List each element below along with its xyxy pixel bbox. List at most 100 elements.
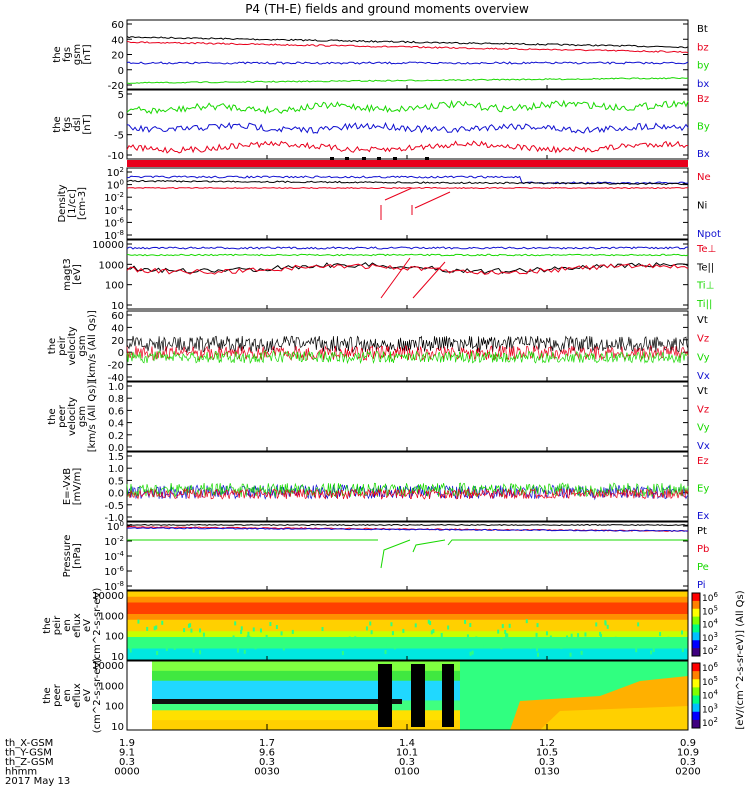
spectrogram-cell bbox=[354, 636, 357, 641]
spectrogram-cell bbox=[247, 631, 250, 636]
footer-row-label: hhmm bbox=[5, 767, 37, 778]
data-trace bbox=[126, 482, 689, 499]
spectrogram-cell bbox=[535, 632, 538, 637]
plot-title: P4 (TH-E) fields and ground moments over… bbox=[245, 2, 529, 16]
data-trace bbox=[126, 186, 688, 190]
spectrogram-cell bbox=[155, 625, 158, 630]
spectrogram-cell bbox=[560, 644, 563, 649]
y-tick-label: -10 bbox=[108, 151, 124, 162]
footer-value: 10.5 bbox=[536, 748, 558, 759]
panel-2: 5 0 -5 -10 thefgsdsl[nT] Bz By Bx bbox=[52, 89, 710, 162]
legend-entry: bz bbox=[697, 42, 709, 53]
spectrogram-cell bbox=[370, 630, 373, 635]
spectrogram-cell bbox=[652, 648, 655, 653]
flag-mark bbox=[393, 157, 397, 160]
spectrogram-cell bbox=[434, 641, 437, 646]
legend-entry: Npot bbox=[697, 229, 721, 240]
colorbar-segment bbox=[692, 593, 700, 602]
spectrogram-cell bbox=[246, 635, 249, 640]
spectrogram-cell bbox=[402, 628, 405, 633]
spectrogram-cell bbox=[187, 623, 190, 628]
colorbar-segment bbox=[692, 616, 700, 625]
y-tick-label: 0 bbox=[118, 348, 124, 359]
spectrogram-cell bbox=[569, 652, 572, 657]
legend-entry: Pi bbox=[697, 580, 706, 591]
spectrogram-cell bbox=[642, 640, 645, 645]
data-trace bbox=[126, 140, 689, 154]
spectrogram-band bbox=[152, 700, 472, 711]
spectrogram-cell bbox=[580, 650, 583, 655]
footer-row-label: th_Z-GSM bbox=[5, 757, 54, 768]
spectrogram-cell bbox=[365, 626, 368, 631]
spectrogram-cell bbox=[279, 640, 282, 645]
spectrogram-cell bbox=[204, 644, 207, 649]
colorbar-tick-label: 103 bbox=[702, 631, 718, 644]
footer-value: 9.6 bbox=[259, 748, 275, 759]
legend-entry: Vz bbox=[697, 404, 709, 415]
spectrogram-cell bbox=[173, 645, 176, 650]
data-trace bbox=[126, 246, 689, 250]
spectrogram-cell bbox=[658, 637, 661, 642]
spectrogram-band bbox=[127, 591, 688, 598]
spectrogram-cell bbox=[659, 632, 662, 637]
legend-entry: Te|| bbox=[696, 262, 714, 273]
data-trace bbox=[126, 40, 689, 54]
y-axis-label: magt3[eV] bbox=[62, 258, 83, 291]
legend-entry: Ex bbox=[697, 511, 709, 522]
y-tick-label: 1000 bbox=[99, 611, 124, 622]
data-trace bbox=[126, 487, 689, 500]
spectrogram-cell bbox=[429, 621, 432, 626]
colorbar-tick-label: 103 bbox=[702, 702, 718, 715]
data-trace bbox=[126, 523, 689, 527]
y-tick-label: 1.5 bbox=[108, 452, 124, 463]
spectrogram-cell bbox=[156, 651, 159, 656]
legend-entry: Bx bbox=[697, 149, 710, 160]
spectrogram-cell bbox=[529, 644, 532, 649]
flag-mark bbox=[425, 157, 429, 160]
spectrogram-cell bbox=[422, 640, 425, 645]
y-tick-label: -0.5 bbox=[104, 501, 124, 512]
data-trace bbox=[126, 35, 689, 49]
data-trace bbox=[126, 262, 689, 275]
y-tick-label: 0.4 bbox=[108, 419, 124, 430]
spectrogram-cell bbox=[681, 630, 684, 635]
panel-4: 10000 1000 100 10 magt3[eV] Te⊥ Te|| Ti⊥ Ti|| bbox=[62, 239, 716, 312]
y-tick-label: 20 bbox=[111, 51, 124, 62]
colorbar-tick-label: 105 bbox=[702, 604, 718, 617]
spectrogram-cell bbox=[536, 623, 539, 628]
spectrogram-cell bbox=[336, 643, 339, 648]
footer-value: 0.3 bbox=[119, 757, 135, 768]
spectrogram-cell bbox=[506, 633, 509, 638]
panel-frame bbox=[126, 310, 689, 382]
colorbar-segment bbox=[692, 600, 700, 610]
spectrogram-cell bbox=[464, 619, 467, 624]
spectrogram-cell bbox=[384, 642, 387, 647]
spectrogram-cell bbox=[202, 632, 205, 637]
spectrogram-cell bbox=[466, 634, 469, 639]
y-tick-label: 0.0 bbox=[108, 489, 124, 500]
footer-value: 10.1 bbox=[396, 748, 418, 759]
y-tick-label: 1000 bbox=[99, 681, 124, 692]
spectrogram-band bbox=[152, 699, 402, 704]
y-tick-label: 40 bbox=[111, 323, 124, 334]
data-trace bbox=[126, 253, 689, 257]
legend-entry: Te⊥ bbox=[696, 244, 716, 255]
spectrogram-cell bbox=[391, 631, 394, 636]
spectrogram-cell bbox=[236, 648, 239, 653]
spectrogram-cell bbox=[667, 640, 670, 645]
y-tick-label: 0 bbox=[118, 66, 124, 77]
spectrogram-cell bbox=[425, 638, 428, 643]
legend-entry: By bbox=[697, 122, 710, 133]
spectrogram-cell bbox=[595, 622, 598, 627]
data-trace bbox=[127, 539, 688, 569]
y-tick-label: 100 bbox=[105, 632, 124, 643]
spectrogram-cell bbox=[252, 627, 255, 632]
spectrogram-cell bbox=[129, 645, 132, 650]
spectrogram-cell bbox=[525, 619, 528, 624]
spectrogram-cell bbox=[384, 649, 387, 654]
spectrogram-cell bbox=[369, 621, 372, 626]
spectrogram-cell bbox=[165, 647, 168, 652]
data-trace bbox=[380, 187, 451, 220]
legend-entry: Ne bbox=[697, 172, 711, 183]
y-tick-label: 100 bbox=[105, 702, 124, 713]
